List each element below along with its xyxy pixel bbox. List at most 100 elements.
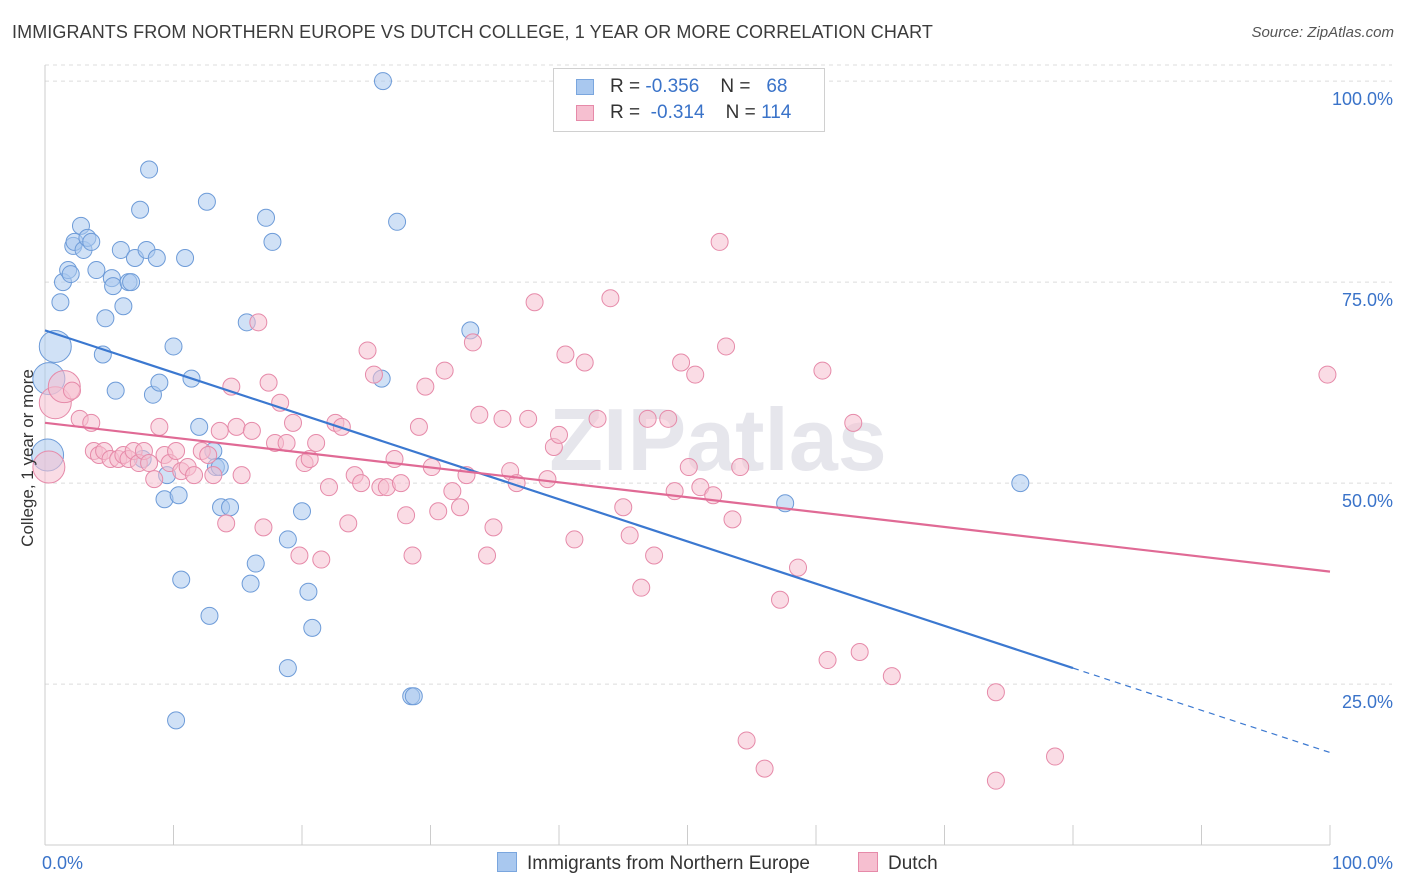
data-point — [470, 405, 489, 424]
r-label: R = — [610, 76, 641, 97]
legend-item-dutch[interactable]: Dutch — [858, 852, 938, 875]
data-point — [1046, 747, 1065, 766]
data-point — [844, 413, 863, 432]
tick-labels: 25.0% 50.0% 75.0% 100.0% 0.0% 100.0% — [42, 89, 1393, 873]
y-tick-label: 25.0% — [1342, 692, 1393, 712]
data-point — [259, 373, 278, 392]
data-point — [710, 232, 729, 251]
source-label: Source: ZipAtlas.com — [1251, 24, 1394, 41]
data-point — [257, 208, 276, 227]
data-point — [82, 232, 101, 251]
data-point — [691, 478, 710, 497]
data-point — [246, 554, 265, 573]
data-point — [443, 482, 462, 501]
data-point — [850, 643, 869, 662]
data-point — [451, 498, 470, 517]
data-point — [388, 212, 407, 231]
data-point — [358, 341, 377, 360]
data-point — [96, 309, 115, 328]
data-point — [493, 409, 512, 428]
data-point — [723, 510, 742, 529]
legend-item-northern-europe[interactable]: Immigrants from Northern Europe — [497, 852, 810, 875]
data-point — [550, 425, 568, 444]
legend-label: Dutch — [888, 853, 938, 874]
data-point — [303, 618, 322, 637]
data-point — [638, 409, 657, 428]
data-point — [145, 470, 164, 489]
data-point — [254, 518, 273, 537]
data-point — [122, 273, 141, 292]
data-point — [164, 337, 183, 356]
stats-box: R = -0.356 N = 68 R = -0.314 N = 114 — [553, 68, 825, 132]
data-point — [277, 433, 296, 452]
data-point — [789, 558, 808, 577]
data-point — [1011, 474, 1030, 493]
trend-line-extension — [1072, 667, 1331, 754]
stats-swatch-pink — [576, 105, 594, 121]
data-point — [588, 409, 607, 428]
data-point — [227, 417, 246, 436]
trend-line-northern-europe — [44, 329, 1074, 670]
data-point — [397, 506, 416, 525]
data-point — [150, 373, 169, 392]
stats-swatch-blue — [576, 79, 594, 95]
r-value: -0.356 — [645, 76, 700, 97]
data-point — [217, 514, 236, 533]
trend-line-dutch — [44, 421, 1331, 573]
data-point — [391, 474, 410, 493]
data-point — [986, 771, 1005, 790]
data-point — [409, 417, 428, 436]
data-point — [114, 297, 133, 316]
data-point — [339, 514, 358, 533]
data-point — [478, 546, 497, 565]
data-point — [204, 466, 223, 485]
data-point — [416, 377, 435, 396]
data-point — [62, 381, 81, 400]
data-point — [403, 546, 422, 565]
data-point — [140, 160, 159, 179]
data-point — [199, 446, 218, 464]
data-point — [176, 248, 195, 267]
y-tick-label: 100.0% — [1332, 89, 1393, 109]
data-point — [601, 289, 620, 308]
gridlines — [45, 64, 1392, 685]
data-point — [87, 261, 106, 280]
data-point — [284, 413, 303, 432]
data-point — [632, 578, 651, 597]
data-point — [525, 293, 544, 312]
n-value: 68 — [766, 76, 788, 97]
data-point — [882, 667, 901, 686]
n-value: 114 — [761, 102, 792, 123]
data-point — [484, 518, 503, 537]
data-point — [404, 687, 423, 706]
data-point — [232, 466, 251, 485]
data-point — [818, 651, 837, 670]
data-point — [813, 361, 832, 380]
data-point — [463, 333, 482, 352]
data-point — [38, 329, 72, 363]
data-point — [185, 466, 204, 485]
data-point — [556, 345, 575, 364]
data-point — [614, 498, 633, 517]
data-point — [620, 526, 639, 545]
data-point — [106, 381, 125, 400]
data-point — [645, 546, 664, 565]
data-point — [140, 454, 159, 473]
data-point — [150, 417, 169, 436]
data-point — [319, 478, 338, 497]
data-point — [167, 441, 186, 460]
legend-swatch-blue — [497, 852, 517, 872]
data-point — [731, 458, 750, 477]
data-point — [172, 570, 191, 589]
data-point — [299, 582, 318, 601]
chart-title: IMMIGRANTS FROM NORTHERN EUROPE VS DUTCH… — [12, 22, 933, 42]
data-point — [51, 293, 70, 312]
data-point — [293, 502, 311, 521]
r-value: -0.314 — [650, 102, 705, 123]
data-point — [249, 313, 268, 332]
data-point — [575, 353, 594, 372]
data-point — [986, 683, 1005, 702]
data-point — [221, 498, 240, 517]
data-point — [263, 232, 282, 251]
data-point — [190, 417, 209, 436]
